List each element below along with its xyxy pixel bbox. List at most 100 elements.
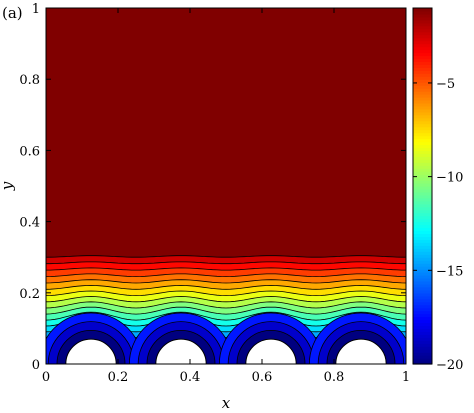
- colorbar-segment: [413, 245, 432, 249]
- colorbar-segment: [413, 322, 432, 327]
- colorbar-tick-label: −5: [436, 77, 455, 92]
- colorbar-segment: [413, 67, 432, 71]
- colorbar-segment: [413, 52, 432, 57]
- colorbar-segment: [413, 111, 432, 116]
- colorbar-segment: [413, 156, 432, 160]
- colorbar-segment: [413, 174, 432, 178]
- colorbar-segment: [413, 188, 432, 193]
- colorbar-segment: [413, 272, 432, 276]
- colorbar-segment: [413, 358, 432, 362]
- colorbar-segment: [413, 307, 432, 312]
- colorbar-segment: [413, 108, 432, 113]
- colorbar-segment: [413, 275, 432, 279]
- colorbar-segment: [413, 144, 432, 149]
- colorbar-segment: [413, 197, 432, 202]
- colorbar-segment: [413, 340, 432, 344]
- colorbar-segment: [413, 191, 432, 196]
- colorbar-segment: [413, 352, 432, 356]
- colorbar-segment: [413, 138, 432, 143]
- colorbar-segment: [413, 177, 432, 181]
- x-tick-label: 0: [42, 370, 50, 385]
- colorbar-segment: [413, 168, 432, 172]
- colorbar-segment: [413, 242, 432, 246]
- colorbar-segment: [413, 298, 432, 303]
- y-axis: 0 0.2 0.4 0.6 0.8 1: [19, 2, 406, 373]
- colorbar-segment: [413, 159, 432, 163]
- colorbar-segment: [413, 313, 432, 318]
- contour-line: [46, 267, 406, 271]
- colorbar-segment: [413, 135, 432, 140]
- x-axis-title: x: [222, 394, 231, 412]
- colorbar-segment: [413, 58, 432, 62]
- x-tick-label: 0.8: [324, 370, 345, 385]
- colorbar-segment: [413, 120, 432, 125]
- colorbar-segment: [413, 343, 432, 347]
- colorbar-segment: [413, 28, 432, 33]
- y-tick-label: 0.4: [19, 216, 40, 231]
- colorbar-segment: [413, 55, 432, 60]
- colorbar-segment: [413, 331, 432, 335]
- colorbar-segment: [413, 153, 432, 157]
- colorbar-segment: [413, 292, 432, 297]
- colorbar-segment: [413, 286, 432, 291]
- colorbar-segment: [413, 227, 432, 232]
- colorbar-segment: [413, 257, 432, 261]
- colorbar-segment: [413, 325, 432, 329]
- colorbar-gradient: [413, 8, 432, 365]
- y-tick-label: 1: [32, 2, 40, 17]
- colorbar-segment: [413, 334, 432, 338]
- y-tick-label: 0: [32, 358, 40, 373]
- colorbar-segment: [413, 283, 432, 288]
- colorbar-segment: [413, 91, 432, 95]
- colorbar-segment: [413, 200, 432, 205]
- x-tick-label: 1: [402, 370, 410, 385]
- colorbar-segment: [413, 319, 432, 324]
- colorbar-segment: [413, 218, 432, 223]
- colorbar-ticks: −20 −15 −10 −5: [413, 77, 463, 373]
- colorbar-segment: [413, 280, 432, 285]
- colorbar-segment: [413, 117, 432, 122]
- colorbar-segment: [413, 251, 432, 255]
- colorbar-segment: [413, 239, 432, 243]
- colorbar-segment: [413, 328, 432, 332]
- contour-line: [46, 284, 406, 290]
- colorbar-segment: [413, 289, 432, 294]
- contour-line: [46, 296, 406, 303]
- colorbar-segment: [413, 206, 432, 211]
- contour-line: [46, 290, 406, 297]
- y-tick-label: 0.8: [19, 73, 40, 88]
- colorbar-segment: [413, 266, 432, 270]
- colorbar-segment: [413, 260, 432, 264]
- colorbar-segment: [413, 82, 432, 86]
- colorbar-segment: [413, 129, 432, 134]
- colorbar-segment: [413, 141, 432, 146]
- contour-line: [46, 311, 406, 321]
- plot-area: [45, 7, 407, 365]
- contour-line: [46, 301, 406, 309]
- contour-line: [46, 306, 406, 315]
- x-tick-label: 0.6: [252, 370, 273, 385]
- colorbar-segment: [413, 295, 432, 300]
- x-tick-label: 0.2: [108, 370, 129, 385]
- colorbar-segment: [413, 316, 432, 321]
- colorbar-segment: [413, 233, 432, 238]
- colorbar-segment: [413, 361, 432, 365]
- colorbar-segment: [413, 102, 432, 107]
- colorbar-segment: [413, 19, 432, 24]
- colorbar-segment: [413, 10, 432, 15]
- colorbar-segment: [413, 31, 432, 36]
- colorbar-frame: [412, 7, 433, 365]
- colorbar-segment: [413, 99, 432, 104]
- y-tick-label: 0.6: [19, 144, 40, 159]
- colorbar-segment: [413, 88, 432, 92]
- colorbar-segment: [413, 162, 432, 166]
- colorbar-segment: [413, 114, 432, 119]
- y-tick-label: 0.2: [19, 287, 40, 302]
- colorbar-segment: [413, 301, 432, 306]
- colorbar-segment: [413, 22, 432, 27]
- colorbar-segment: [413, 224, 432, 229]
- colorbar-segment: [413, 209, 432, 214]
- colorbar-segment: [413, 248, 432, 252]
- contour-line: [46, 279, 406, 284]
